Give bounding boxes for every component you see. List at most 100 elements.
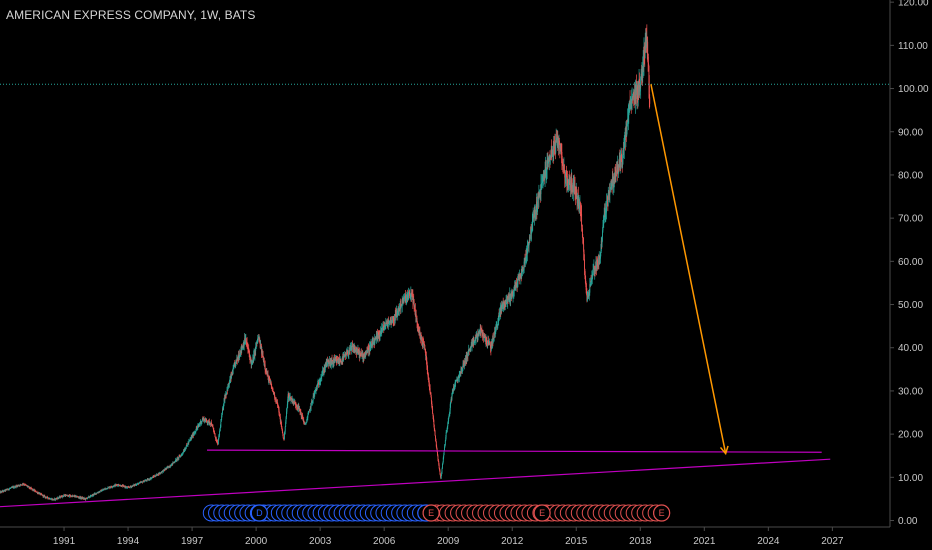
candle-body [529,235,531,239]
candle-body [255,346,257,347]
candle-body [407,295,409,299]
candle-body [140,482,142,483]
candle-body [615,169,617,172]
candle-body [274,392,276,398]
candle-body [467,354,468,359]
candle-body [378,334,380,336]
candle-body [8,488,10,490]
candle-body [342,356,344,362]
candle-body [184,449,186,450]
candle-body [442,457,444,463]
candle-body [212,428,214,431]
candle-body [513,287,515,292]
candle-body [480,327,482,331]
candle-body [632,96,634,100]
candle-body [441,468,443,473]
candle-body [478,331,480,337]
candle-body [414,309,416,317]
candle-body [584,259,585,269]
candle-body [248,348,250,352]
candle-body [377,333,379,335]
x-tick-label: 2027 [821,536,844,547]
candle-body [527,244,529,249]
candle-body [438,461,440,465]
candle-body [130,486,131,487]
candle-body [231,373,232,379]
candle-body [389,319,391,322]
candle-body [576,190,578,195]
candle-body [275,398,277,401]
candle-body [201,420,203,422]
candle-body [58,497,60,499]
candle-body [348,351,350,355]
candle-body [241,348,243,349]
candle-body [263,357,264,363]
candle-body [166,468,168,469]
candle-body [151,477,153,479]
candle-body [284,431,286,434]
candle-body [526,248,528,254]
candle-body [540,183,542,195]
candle-body [181,453,183,455]
candle-body [510,293,512,299]
candle-body [523,269,525,271]
candle-body [5,489,7,491]
candle-body [238,355,240,358]
candle-body [581,214,583,227]
y-tick-label: 70.00 [898,214,923,225]
candle-body [179,455,181,457]
candle-body [569,180,571,187]
candle-body [295,402,296,405]
candle-body [581,226,583,229]
y-tick-label: 110.00 [898,41,928,52]
candle-body [642,65,644,76]
candle-body [319,381,321,383]
candle-body [309,406,311,411]
candle-body [279,416,281,417]
candle-body [391,319,393,321]
candle-body [214,433,216,438]
candle-body [281,427,283,430]
candle-body [176,458,178,461]
candle-body [513,291,515,293]
candle-body [257,337,259,338]
candle-body [93,494,95,496]
candle-body [511,290,513,295]
candle-body [172,462,174,465]
candle-body [486,343,488,345]
candle-body [541,182,543,184]
candle-body [439,474,441,477]
candle-body [281,424,283,428]
candle-body [375,335,377,340]
candle-body [599,255,601,260]
candle-body [604,213,606,217]
candle-body [640,76,642,87]
x-tick-label: 2012 [501,536,524,547]
candle-body [586,289,587,294]
candle-body [351,346,353,350]
candle-body [601,236,603,244]
candle-body [25,484,27,486]
candle-body [393,320,395,321]
candle-body [199,423,201,425]
candle-body [435,441,437,447]
candle-body [62,495,64,497]
candle-body [123,486,125,487]
candle-body [555,144,557,153]
candle-body [79,496,81,499]
candle-body [535,214,537,217]
candle-body [202,419,204,420]
candle-body [281,429,283,433]
candle-body [432,408,434,414]
candle-body [229,378,231,381]
candle-body [83,498,85,499]
candle-body [382,325,384,328]
candle-body [649,97,651,104]
candle-body [623,147,625,153]
candle-body [125,486,127,488]
candle-body [583,251,585,260]
candle-body [152,476,154,478]
candle-body [448,417,450,422]
